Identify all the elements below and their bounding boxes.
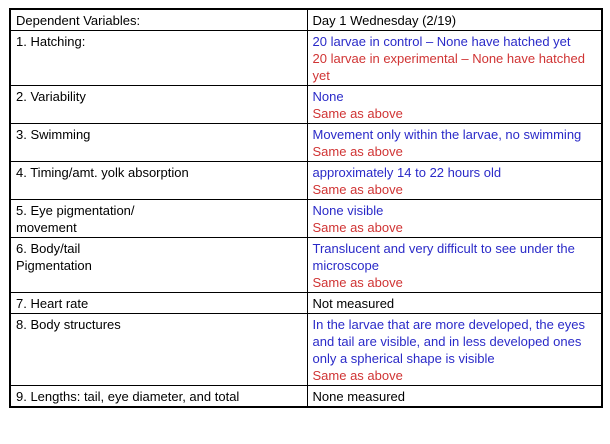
observation-cell: 20 larvae in control – None have hatched… (306, 30, 603, 86)
observation-line: Same as above (312, 144, 403, 159)
table-row: 3. Swimming Movement only within the larv… (9, 123, 603, 162)
table-row: 4. Timing/amt. yolk absorption approximat… (9, 161, 603, 200)
variable-cell: 8. Body structures (9, 313, 308, 386)
observation-line: None (312, 89, 344, 104)
variable-cell: 1. Hatching: (9, 30, 308, 86)
observation-cell: None visible Same as above (306, 199, 603, 238)
observation-line: None visible (312, 203, 384, 218)
table-row: 2. Variability None Same as above (9, 85, 603, 124)
table-row: 5. Eye pigmentation/ movement None visibl… (9, 199, 603, 238)
variable-cell: 6. Body/tail Pigmentation (9, 237, 308, 293)
observation-line: approximately 14 to 22 hours old (312, 165, 502, 180)
observation-cell: Translucent and very difficult to see un… (306, 237, 603, 293)
observation-cell: None Same as above (306, 85, 603, 124)
header-row: Dependent Variables: Day 1 Wednesday (2/… (9, 8, 603, 31)
variable-cell: 4. Timing/amt. yolk absorption (9, 161, 308, 200)
observation-cell: Not measured (306, 292, 603, 314)
observation-line: 20 larvae in experimental – None have ha… (312, 51, 585, 83)
observation-cell: approximately 14 to 22 hours old Same as … (306, 161, 603, 200)
table-row: 7. Heart rate Not measured (9, 292, 603, 314)
observation-cell: In the larvae that are more developed, t… (306, 313, 603, 386)
table-row: 8. Body structures In the larvae that are… (9, 313, 603, 386)
header-day-1-wednesday: Day 1 Wednesday (2/19) (306, 8, 603, 31)
variable-cell: 7. Heart rate (9, 292, 308, 314)
variable-cell: 2. Variability (9, 85, 308, 124)
observation-line: Same as above (312, 220, 403, 235)
table-row: 9. Lengths: tail, eye diameter, and tota… (9, 385, 603, 408)
observation-cell: Movement only within the larvae, no swim… (306, 123, 603, 162)
table-body: 1. Hatching: 20 larvae in control – None … (9, 30, 603, 408)
observation-line: Not measured (312, 296, 395, 311)
observation-line: Same as above (312, 275, 403, 290)
observation-line: Same as above (312, 106, 403, 121)
observation-line: Same as above (312, 182, 403, 197)
observation-cell: None measured (306, 385, 603, 408)
observation-line: Translucent and very difficult to see un… (312, 241, 575, 273)
variable-cell: 9. Lengths: tail, eye diameter, and tota… (9, 385, 308, 408)
observation-line: In the larvae that are more developed, t… (312, 317, 585, 366)
observation-line: None measured (312, 389, 406, 404)
table-row: 1. Hatching: 20 larvae in control – None … (9, 30, 603, 86)
observations-table: Dependent Variables: Day 1 Wednesday (2/… (9, 8, 603, 408)
observation-line: 20 larvae in control – None have hatched… (312, 34, 571, 49)
observation-line: Same as above (312, 368, 403, 383)
table-row: 6. Body/tail Pigmentation Translucent and… (9, 237, 603, 293)
header-dependent-variables: Dependent Variables: (9, 8, 308, 31)
variable-cell: 3. Swimming (9, 123, 308, 162)
observation-line: Movement only within the larvae, no swim… (312, 127, 582, 142)
variable-cell: 5. Eye pigmentation/ movement (9, 199, 308, 238)
